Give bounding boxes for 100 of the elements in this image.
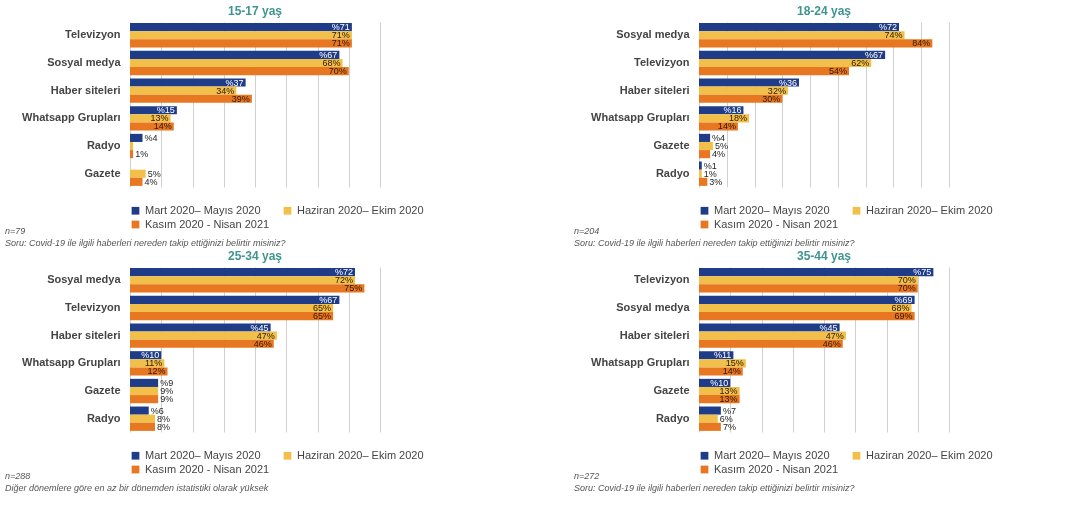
data-label: 5% bbox=[147, 168, 161, 179]
bar bbox=[130, 78, 246, 87]
data-label: 9% bbox=[160, 394, 174, 405]
data-label: %11 bbox=[714, 350, 732, 361]
data-label: %45 bbox=[250, 322, 269, 333]
y-tick-label: Sosyal medya bbox=[616, 300, 691, 313]
data-label: 13% bbox=[719, 394, 738, 405]
bar bbox=[699, 161, 702, 170]
data-label: %36 bbox=[778, 77, 797, 88]
legend-label: Kasım 2020 - Nisan 2021 bbox=[145, 217, 270, 230]
legend-label: Haziran 2020– Ekim 2020 bbox=[297, 203, 424, 216]
bar bbox=[699, 169, 702, 178]
bar bbox=[699, 150, 711, 159]
bar bbox=[699, 58, 872, 68]
y-tick-label: Radyo bbox=[86, 139, 121, 152]
data-label: 65% bbox=[313, 311, 332, 322]
data-label: %10 bbox=[141, 350, 160, 361]
legend-label: Mart 2020– Mayıs 2020 bbox=[714, 203, 830, 216]
data-label: 14% bbox=[722, 366, 741, 377]
data-label: 74% bbox=[884, 30, 903, 41]
legend-label: Haziran 2020– Ekim 2020 bbox=[866, 203, 993, 216]
data-label: 54% bbox=[828, 66, 847, 77]
bar bbox=[130, 50, 340, 59]
bar bbox=[699, 422, 721, 431]
data-label: 39% bbox=[231, 93, 250, 104]
y-tick-label: Haber siteleri bbox=[50, 83, 121, 96]
text: Diğer dönemlere göre en az bir dönemden istatistiki olarak yüksek bbox=[5, 483, 269, 493]
data-label: 15% bbox=[725, 358, 744, 369]
bar bbox=[130, 406, 149, 415]
data-label: 9% bbox=[160, 386, 174, 397]
bar bbox=[130, 339, 274, 348]
bar bbox=[130, 268, 355, 277]
data-label: 70% bbox=[897, 283, 916, 294]
chart-title: 18-24 yaş bbox=[796, 4, 852, 18]
data-label: %67 bbox=[319, 49, 338, 60]
bar bbox=[699, 303, 912, 313]
data-label: %9 bbox=[160, 377, 174, 388]
data-label: 68% bbox=[891, 302, 910, 313]
bar bbox=[699, 406, 721, 415]
data-label: %4 bbox=[712, 132, 726, 143]
y-tick-label: Sosyal medya bbox=[47, 273, 122, 286]
y-tick-label: Gazete bbox=[653, 139, 690, 152]
bar bbox=[699, 323, 840, 332]
bar bbox=[699, 141, 713, 151]
data-label: 34% bbox=[216, 85, 235, 96]
data-label: 13% bbox=[719, 386, 738, 397]
data-label: 12% bbox=[147, 366, 166, 377]
data-label: 30% bbox=[762, 93, 781, 104]
chart-title: 25-34 yaş bbox=[227, 249, 283, 263]
bar bbox=[699, 23, 899, 32]
bar bbox=[130, 67, 349, 76]
data-label: %75 bbox=[913, 267, 932, 278]
bar bbox=[130, 312, 334, 321]
data-label: %10 bbox=[710, 377, 729, 388]
chart-title: 35-44 yaş bbox=[796, 249, 852, 263]
bar bbox=[699, 177, 708, 186]
bar bbox=[130, 58, 343, 68]
legend-label: Haziran 2020– Ekim 2020 bbox=[866, 448, 993, 461]
legend-label: Mart 2020– Mayıs 2020 bbox=[145, 203, 261, 216]
bar bbox=[130, 395, 159, 404]
y-tick-label: Whatsapp Grupları bbox=[591, 111, 690, 124]
legend-label: Mart 2020– Mayıs 2020 bbox=[145, 448, 261, 461]
y-tick-label: Televizyon bbox=[634, 55, 690, 68]
y-tick-label: Haber siteleri bbox=[50, 328, 121, 341]
bar bbox=[699, 39, 933, 48]
chart-title: 15-17 yaş bbox=[227, 4, 283, 18]
bar bbox=[130, 378, 159, 387]
bar bbox=[130, 386, 159, 396]
bar bbox=[699, 78, 799, 87]
bar bbox=[130, 122, 174, 131]
data-label: %4 bbox=[144, 132, 158, 143]
legend-label: Kasım 2020 - Nisan 2021 bbox=[714, 217, 839, 230]
data-label: 11% bbox=[145, 358, 163, 369]
data-label: 46% bbox=[822, 338, 841, 349]
legend-label: Kasım 2020 - Nisan 2021 bbox=[714, 462, 839, 475]
data-label: 14% bbox=[153, 121, 172, 132]
text: n=79 bbox=[5, 226, 26, 236]
data-label: 6% bbox=[719, 413, 733, 424]
data-label: 1% bbox=[703, 168, 717, 179]
bar bbox=[699, 284, 918, 293]
bar bbox=[130, 39, 352, 48]
legend-label: Haziran 2020– Ekim 2020 bbox=[297, 448, 424, 461]
bar bbox=[130, 284, 365, 293]
legend-label: Kasım 2020 - Nisan 2021 bbox=[145, 462, 270, 475]
data-label: 8% bbox=[157, 413, 171, 424]
y-tick-label: Gazete bbox=[653, 384, 690, 397]
data-label: 62% bbox=[851, 57, 870, 68]
data-label: 4% bbox=[144, 176, 158, 187]
text: n=204 bbox=[574, 226, 600, 236]
bar bbox=[699, 295, 915, 304]
data-label: 69% bbox=[894, 311, 913, 322]
y-tick-label: Whatsapp Grupları bbox=[591, 356, 690, 369]
bar bbox=[130, 23, 352, 32]
data-label: 47% bbox=[256, 330, 275, 341]
data-label: %67 bbox=[319, 294, 338, 305]
y-tick-label: Whatsapp Grupları bbox=[22, 356, 121, 369]
data-label: 70% bbox=[328, 66, 347, 77]
data-label: %69 bbox=[894, 294, 913, 305]
y-tick-label: Televizyon bbox=[65, 28, 121, 41]
bar bbox=[130, 177, 143, 186]
